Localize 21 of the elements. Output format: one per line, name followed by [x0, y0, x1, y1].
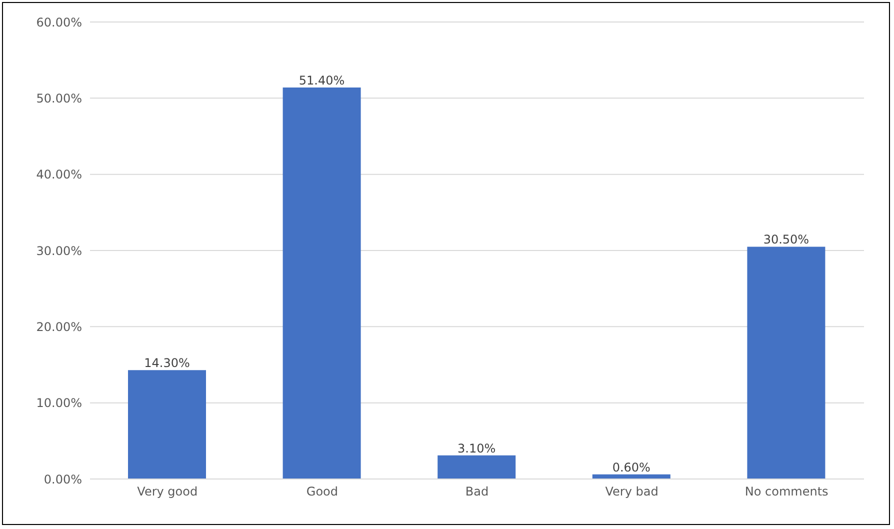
- bar: [128, 370, 206, 479]
- data-label: 3.10%: [458, 441, 496, 456]
- x-tick-label: No comments: [744, 484, 828, 499]
- y-tick-label: 0.00%: [44, 472, 82, 486]
- x-tick-label: Very bad: [605, 484, 658, 499]
- data-label: 0.60%: [612, 460, 650, 474]
- y-tick-label: 50.00%: [36, 91, 82, 106]
- x-tick-label: Good: [306, 484, 338, 499]
- bar: [282, 88, 361, 479]
- y-tick-label: 10.00%: [36, 396, 82, 410]
- y-tick-label: 40.00%: [36, 168, 82, 182]
- x-tick-label: Bad: [465, 484, 489, 499]
- data-label: 30.50%: [763, 232, 810, 247]
- x-tick-label: Very good: [137, 484, 198, 499]
- data-label: 51.40%: [298, 74, 345, 88]
- y-tick-label: 20.00%: [36, 320, 82, 334]
- bar: [747, 246, 826, 479]
- data-label: 14.30%: [144, 356, 190, 370]
- y-tick-label: 30.00%: [36, 244, 82, 258]
- y-tick-label: 60.00%: [36, 15, 82, 30]
- bar: [438, 455, 516, 479]
